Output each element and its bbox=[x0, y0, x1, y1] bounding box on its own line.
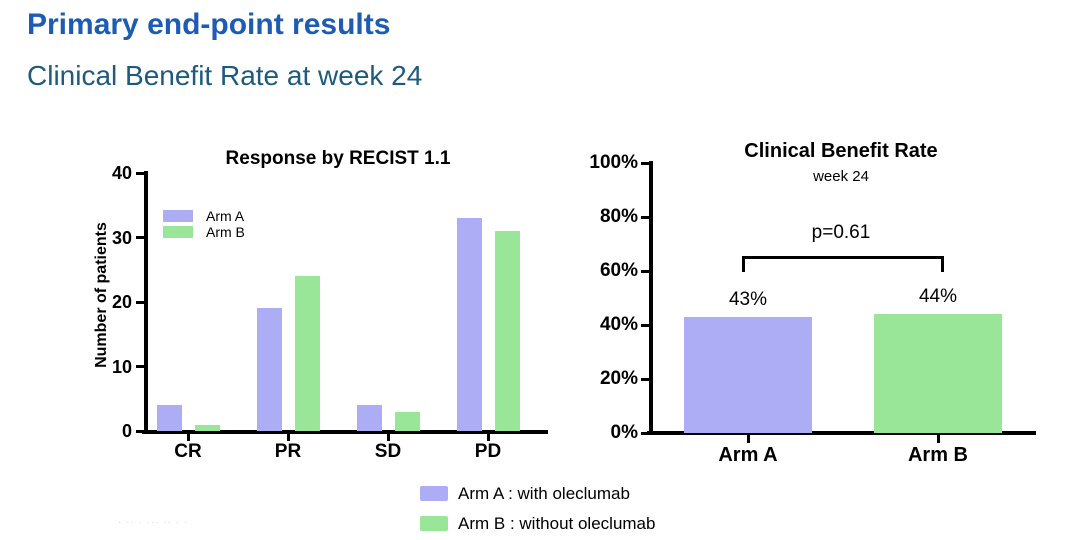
arm-b-swatch-icon bbox=[163, 226, 193, 238]
cbr-value-label-arm-b: 44% bbox=[918, 286, 958, 308]
recist-y-tick-label-0: 0 bbox=[121, 421, 132, 441]
slide-title: Primary end-point results bbox=[27, 8, 391, 41]
cbr-y-tick-20 bbox=[641, 377, 649, 381]
bar-arm-a-cr bbox=[157, 405, 182, 431]
cbr-x-label-arm-b: Arm B bbox=[907, 444, 968, 466]
cbr-y-tick-label-40: 40% bbox=[599, 314, 638, 335]
bar-arm-a-pr bbox=[257, 308, 282, 431]
cbr-chart-title: Clinical Benefit Rate bbox=[744, 140, 938, 162]
cbr-y-axis-line bbox=[649, 161, 653, 434]
recist-y-tick-30 bbox=[136, 236, 144, 239]
cbr-y-tick-40 bbox=[641, 323, 649, 327]
recist-legend: Arm A Arm B bbox=[163, 208, 245, 242]
cbr-y-tick-label-100: 100% bbox=[589, 152, 638, 173]
cbr-y-tick-label-20: 20% bbox=[599, 368, 638, 389]
recist-x-label-CR: CR bbox=[174, 441, 202, 462]
bar-arm-b-pr bbox=[295, 276, 320, 431]
recist-y-tick-20 bbox=[136, 300, 144, 304]
cbr-value-label-arm-a: 43% bbox=[728, 288, 768, 310]
bar-arm-b-pd bbox=[495, 231, 520, 431]
cbr-y-tick-100 bbox=[641, 161, 649, 165]
footer-legend-arm-b-label: Arm B : without oleclumab bbox=[458, 514, 656, 533]
arm-a-swatch-icon bbox=[420, 486, 448, 501]
recist-chart-title: Response by RECIST 1.1 bbox=[225, 148, 451, 169]
cbr-x-tick-arm-b bbox=[936, 434, 940, 443]
bar-arm-b-sd bbox=[395, 411, 420, 431]
arm-b-swatch-icon bbox=[420, 516, 448, 531]
cbr-x-axis-line bbox=[647, 431, 1036, 435]
arm-a-legend-label: Arm A bbox=[206, 208, 245, 224]
recist-x-label-SD: SD bbox=[374, 441, 402, 462]
recist-y-tick-10 bbox=[136, 365, 144, 368]
recist-y-axis-line bbox=[144, 171, 148, 433]
comparison-bracket bbox=[742, 256, 944, 272]
recist-y-tick-40 bbox=[136, 171, 144, 175]
faded-footnote-marks: · ·· · ··· ·· · · bbox=[118, 517, 189, 528]
recist-x-axis-line bbox=[142, 430, 548, 434]
legend-row-arm-b: Arm B bbox=[163, 224, 245, 240]
bar-arm-a-pd bbox=[457, 218, 482, 431]
cbr-y-tick-60 bbox=[641, 269, 649, 273]
p-value-label: p=0.61 bbox=[811, 222, 871, 243]
recist-y-tick-label-40: 40 bbox=[111, 163, 132, 183]
cbr-y-tick-label-60: 60% bbox=[599, 260, 638, 281]
bar-arm-b bbox=[874, 314, 1002, 433]
arm-a-swatch-icon bbox=[163, 210, 193, 222]
arm-b-legend-label: Arm B bbox=[206, 224, 245, 240]
recist-y-axis-label: Number of patients bbox=[93, 222, 110, 368]
cbr-chart-subtitle: week 24 bbox=[813, 168, 869, 185]
legend-row-arm-a: Arm A bbox=[163, 208, 245, 224]
cbr-y-tick-label-0: 0% bbox=[610, 422, 638, 443]
cbr-x-tick-arm-a bbox=[746, 434, 750, 443]
recist-x-label-PR: PR bbox=[274, 441, 302, 462]
slide-subtitle: Clinical Benefit Rate at week 24 bbox=[27, 60, 423, 91]
footer-legend-arm-a-label: Arm A : with oleclumab bbox=[458, 484, 630, 503]
recist-x-label-PD: PD bbox=[474, 441, 502, 462]
cbr-x-label-arm-a: Arm A bbox=[718, 444, 778, 466]
bar-arm-a bbox=[684, 316, 812, 433]
cbr-y-tick-label-80: 80% bbox=[599, 206, 638, 227]
cbr-y-tick-80 bbox=[641, 215, 649, 219]
bar-arm-a-sd bbox=[357, 405, 382, 431]
